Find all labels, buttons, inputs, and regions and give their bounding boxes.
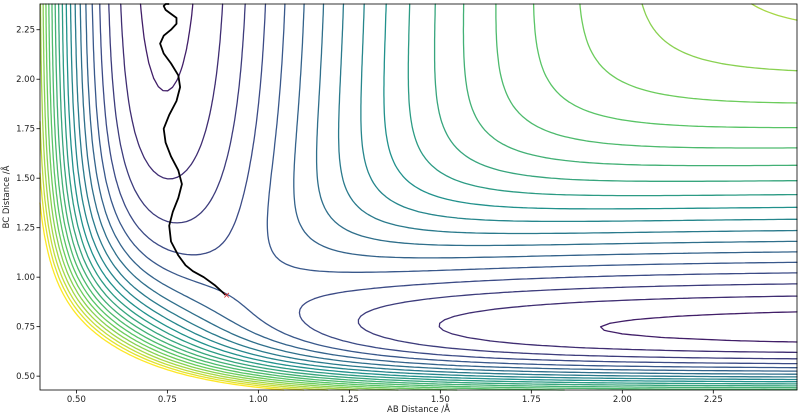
y-tick-label: 2.25 <box>16 26 35 36</box>
y-tick-label: 0.50 <box>16 372 35 382</box>
x-tick-label: 1.25 <box>340 395 359 405</box>
contour-level-17 <box>45 3 798 391</box>
contour-level-19 <box>39 3 798 391</box>
contour-level-20 <box>39 120 329 391</box>
trajectory-line-0 <box>159 3 227 296</box>
x-axis-ticks: 0.50 0.75 1.00 1.25 1.50 1.75 2.00 2.25 <box>67 390 723 405</box>
plot-frame <box>39 3 798 391</box>
contour-level-9 <box>74 3 798 378</box>
contour-level-4 <box>108 3 798 360</box>
x-axis-label: AB Distance /Å <box>387 403 450 415</box>
contour-level-8 <box>79 3 798 375</box>
contour-level-18 <box>42 3 798 391</box>
contour-level-11 <box>65 3 798 383</box>
contour-level-12 <box>61 3 798 385</box>
x-tick-label: 0.75 <box>158 395 177 405</box>
y-tick-label: 1.75 <box>16 125 35 135</box>
x-tick-label: 2.25 <box>704 395 723 405</box>
contour-level-3 <box>120 3 798 354</box>
contour-level-22 <box>39 202 285 391</box>
contour-level-5 <box>99 3 798 365</box>
x-tick-label: 0.50 <box>67 395 86 405</box>
contour-level-14 <box>54 3 798 389</box>
x-tick-label: 1.00 <box>249 395 268 405</box>
x-tick-label: 2.00 <box>613 395 632 405</box>
contour-level-7 <box>85 3 798 372</box>
y-tick-label: 1.00 <box>16 273 35 283</box>
contour-level-2 <box>139 3 798 343</box>
y-tick-label: 1.25 <box>16 224 35 234</box>
contour-level-6 <box>91 3 798 369</box>
contour-level-15 <box>51 3 798 391</box>
y-axis-label: BC Distance /Å <box>0 165 12 228</box>
y-tick-label: 0.75 <box>16 323 35 333</box>
contour-level-10 <box>69 3 798 381</box>
contour-level-13 <box>57 3 798 387</box>
y-tick-label: 1.50 <box>16 174 35 184</box>
x-tick-label: 1.75 <box>522 395 541 405</box>
y-tick-label: 2.00 <box>16 75 35 85</box>
contour-lines <box>39 3 798 391</box>
trajectory-start-marker: × <box>223 291 231 301</box>
contour-level-16 <box>48 3 798 391</box>
trajectory-layer: × <box>159 3 231 301</box>
y-axis-ticks: 0.50 0.75 1.00 1.25 1.50 1.75 2.00 2.25 <box>16 26 40 382</box>
x-tick-label: 1.50 <box>431 395 450 405</box>
contour-level-21 <box>39 172 305 391</box>
